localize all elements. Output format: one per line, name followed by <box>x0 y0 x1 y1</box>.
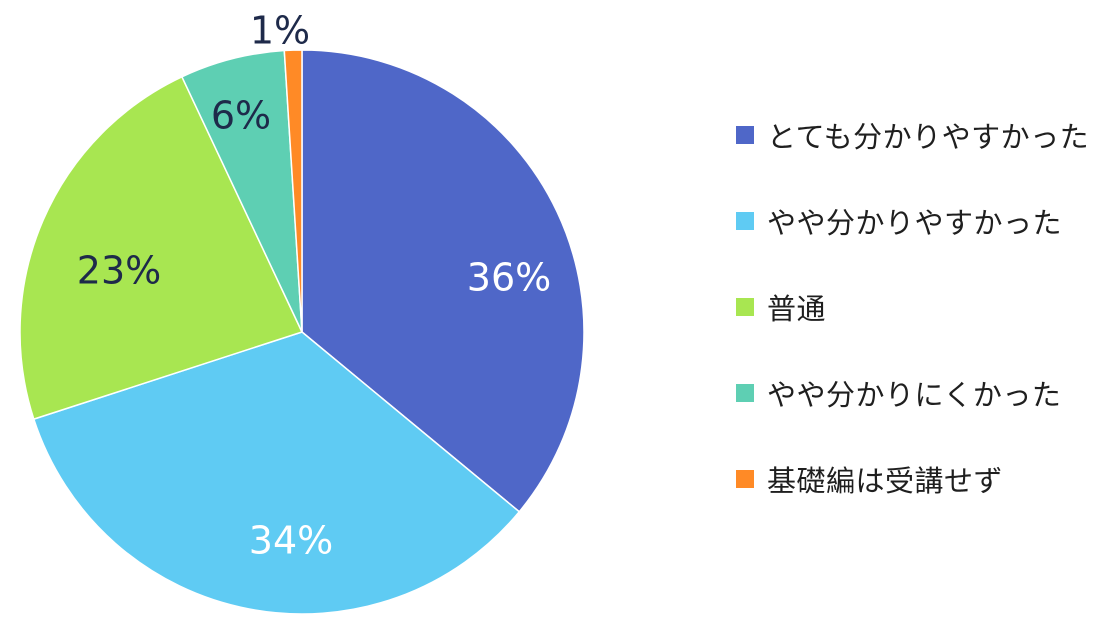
legend-swatch <box>736 298 754 316</box>
legend-item-somewhat-hard: やや分かりにくかった <box>736 376 1089 412</box>
legend-item-somewhat-easy: やや分かりやすかった <box>736 204 1089 240</box>
legend-label: とても分かりやすかった <box>767 120 1090 154</box>
data-label-not-attended: 1% <box>250 9 310 53</box>
legend: とても分かりやすかった やや分かりやすかった 普通 やや分かりにくかった 基礎編… <box>736 118 1089 548</box>
legend-label: やや分かりにくかった <box>767 378 1062 412</box>
pie-slice-somewhat-easy <box>32 331 521 615</box>
data-label-very-easy: 36% <box>467 256 551 300</box>
legend-item-very-easy: とても分かりやすかった <box>736 118 1089 154</box>
legend-label: 普通 <box>767 292 827 326</box>
legend-swatch <box>736 384 754 402</box>
pie-slice-not-attended <box>283 49 303 333</box>
legend-item-normal: 普通 <box>736 290 1089 326</box>
legend-item-not-attended: 基礎編は受講せず <box>736 462 1089 498</box>
data-label-somewhat-easy: 34% <box>249 519 333 563</box>
legend-swatch <box>736 470 754 488</box>
legend-swatch <box>736 212 754 230</box>
pie-slice-normal <box>19 75 304 421</box>
legend-label: やや分かりやすかった <box>767 206 1063 240</box>
data-label-normal: 23% <box>77 249 161 293</box>
pie-slice-very-easy <box>301 49 585 513</box>
legend-swatch <box>736 126 754 144</box>
data-label-somewhat-hard: 6% <box>211 94 271 138</box>
legend-label: 基礎編は受講せず <box>767 464 1004 498</box>
